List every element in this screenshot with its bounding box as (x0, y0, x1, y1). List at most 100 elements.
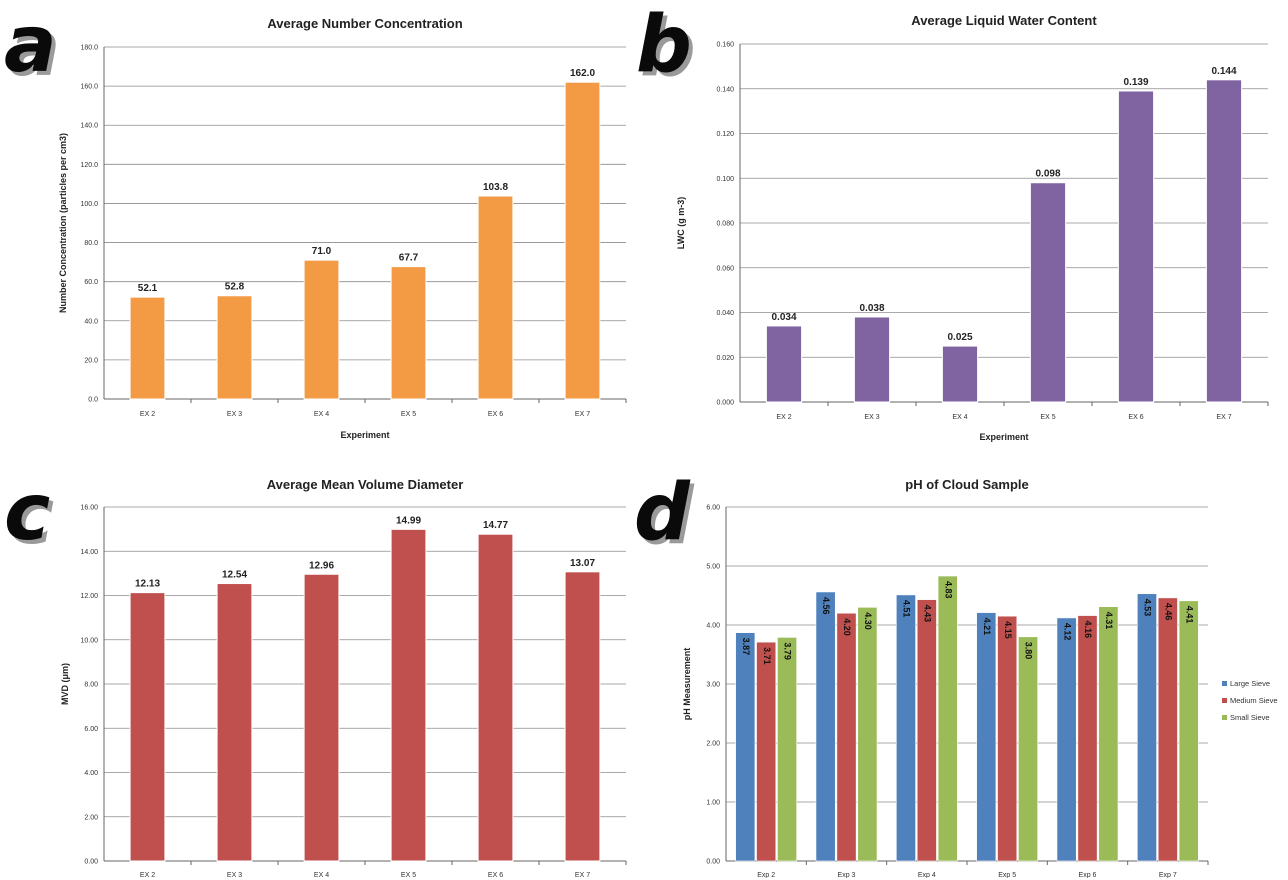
data-label: 4.20 (842, 618, 852, 636)
bar-large-sieve (1137, 593, 1157, 862)
bar (216, 295, 253, 400)
x-tick-label: EX 6 (1128, 414, 1143, 421)
legend-swatch (1222, 715, 1227, 720)
legend-label: Small Sieve (1230, 713, 1270, 722)
data-label: 13.07 (570, 558, 595, 569)
bar-small-sieve (1098, 606, 1119, 862)
bar-medium-sieve (836, 612, 857, 862)
data-label: 0.144 (1211, 66, 1236, 77)
bar-medium-sieve (916, 599, 937, 862)
bar (941, 345, 979, 403)
chart-panel-d: pH of Cloud Sample 0.00 1.00 2.00 3.00 4.00 5.… (660, 470, 1288, 878)
chart-title: Average Mean Volume Diameter (267, 477, 464, 492)
data-label: 71.0 (312, 246, 332, 257)
y-tick-label: 1.00 (706, 800, 720, 807)
y-tick-label: 0.020 (716, 355, 734, 362)
y-tick-label: 12.00 (80, 593, 98, 600)
x-tick-label: EX 7 (1216, 414, 1231, 421)
legend-label: Medium Sieve (1230, 696, 1278, 705)
data-label: 67.7 (399, 253, 419, 264)
chart-panel-c: Average Mean Volume Diameter 0.00 2.00 4.00… (52, 470, 642, 878)
x-axis-label: Experiment (979, 432, 1028, 442)
x-tick-label: EX 2 (140, 411, 155, 418)
y-tick-label: 6.00 (706, 505, 720, 512)
bar (303, 259, 340, 400)
bar-large-sieve (1056, 617, 1077, 862)
y-tick-label: 5.00 (706, 564, 720, 571)
bar-small-sieve (777, 637, 797, 862)
y-tick-label: 0.060 (716, 265, 734, 272)
x-tick-label: EX 5 (1040, 414, 1055, 421)
x-tick-label: Exp 7 (1159, 872, 1177, 878)
y-tick-label: 140.0 (80, 123, 98, 130)
y-tick-label: 14.00 (80, 549, 98, 556)
y-axis-label: Number Concentration (particles per cm3) (58, 133, 68, 313)
data-label: 12.96 (309, 560, 334, 571)
chart-panel-b: Average Liquid Water Content 0.000 0.020 0.… (660, 8, 1282, 448)
x-tick-label: EX 7 (575, 872, 590, 878)
x-tick-label: EX 5 (401, 411, 416, 418)
x-tick-label: Exp 6 (1079, 872, 1097, 878)
y-tick-label: 2.00 (84, 814, 98, 821)
data-label: 162.0 (570, 68, 595, 79)
y-tick-label: 8.00 (84, 682, 98, 689)
liquid-water-content-chart: Average Liquid Water Content 0.000 0.020 0.… (676, 13, 1269, 442)
bar (477, 195, 514, 400)
panel-label-a: a (4, 0, 57, 90)
data-label: 14.99 (396, 515, 421, 526)
panel-label-c: c (4, 468, 51, 558)
bar-medium-sieve (1157, 597, 1178, 862)
x-tick-label: EX 3 (864, 414, 879, 421)
y-tick-label: 0.100 (716, 176, 734, 183)
y-tick-label: 0.040 (716, 310, 734, 317)
data-label: 4.56 (821, 597, 831, 615)
bar (477, 533, 514, 862)
bar (129, 592, 166, 862)
data-label: 14.77 (483, 520, 508, 531)
y-tick-label: 180.0 (80, 45, 98, 52)
data-label: 4.12 (1062, 623, 1072, 641)
data-label: 12.54 (222, 570, 247, 581)
bar-large-sieve (815, 591, 836, 862)
data-label: 4.41 (1184, 606, 1194, 624)
x-axis-label: Experiment (340, 430, 389, 440)
legend-swatch (1222, 698, 1227, 703)
bar (765, 325, 803, 403)
x-tick-label: Exp 4 (918, 872, 936, 878)
x-tick-label: EX 7 (575, 411, 590, 418)
panel-label-d: d (634, 468, 690, 558)
x-tick-label: Exp 5 (998, 872, 1016, 878)
y-tick-label: 2.00 (706, 741, 720, 748)
x-tick-label: EX 5 (401, 872, 416, 878)
data-label: 0.025 (947, 332, 972, 343)
data-label: 4.15 (1003, 621, 1013, 639)
data-label: 4.30 (863, 612, 873, 630)
y-tick-label: 120.0 (80, 162, 98, 169)
bar (129, 296, 166, 400)
bar-small-sieve (1018, 636, 1038, 862)
data-label: 4.31 (1104, 612, 1114, 630)
bar (216, 583, 253, 862)
y-tick-label: 0.120 (716, 131, 734, 138)
data-label: 4.53 (1143, 599, 1153, 617)
bar (390, 266, 427, 400)
data-label: 3.87 (741, 638, 751, 656)
bar (853, 316, 891, 403)
data-label: 52.1 (138, 283, 158, 294)
data-label: 3.79 (783, 642, 793, 660)
bar (1029, 182, 1067, 403)
data-label: 0.139 (1123, 77, 1148, 88)
y-axis-label: pH Measurement (682, 648, 692, 721)
bar-medium-sieve (1077, 615, 1098, 862)
y-tick-label: 40.0 (84, 318, 98, 325)
y-tick-label: 0.080 (716, 221, 734, 228)
x-tick-label: EX 4 (314, 411, 329, 418)
bar-large-sieve (735, 632, 756, 862)
bar (564, 571, 601, 862)
bar-medium-sieve (997, 615, 1018, 862)
cloud-sample-ph-chart: pH of Cloud Sample 0.00 1.00 2.00 3.00 4.00 5.… (682, 477, 1278, 878)
bar (1205, 79, 1243, 403)
y-tick-label: 0.0 (88, 397, 98, 404)
y-tick-label: 100.0 (80, 201, 98, 208)
data-label: 0.034 (771, 312, 796, 323)
